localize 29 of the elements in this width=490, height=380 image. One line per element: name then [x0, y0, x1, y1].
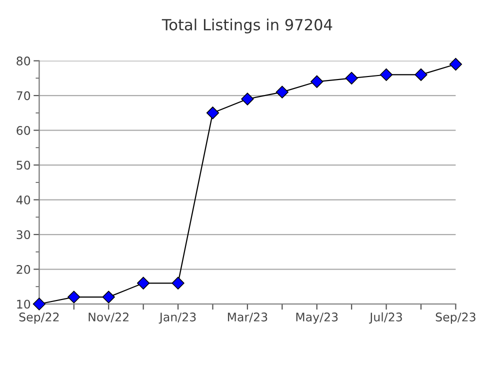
x-tick-label: Sep/22 — [19, 312, 59, 324]
x-tick-label: May/23 — [296, 312, 338, 324]
point — [172, 276, 184, 290]
x-tick-label: Mar/23 — [228, 312, 268, 322]
y-tick-label: 20 — [16, 264, 30, 274]
chart-title: Total Listings in 97204 — [162, 18, 332, 34]
point — [276, 86, 288, 98]
point — [414, 68, 428, 82]
point — [241, 92, 254, 106]
point — [102, 290, 115, 304]
y-tick-label: 80 — [16, 56, 30, 66]
x-tick-label: Sep/23 — [436, 312, 476, 324]
y-tick-label: 50 — [16, 160, 30, 170]
point — [137, 276, 150, 290]
point — [68, 290, 80, 304]
point — [345, 72, 358, 84]
y-tick-label: 40 — [16, 195, 30, 204]
point — [32, 298, 46, 310]
x-tick-label: Jan/23 — [158, 312, 196, 324]
y-tick-label: 60 — [16, 126, 30, 135]
point — [310, 75, 324, 88]
point — [449, 58, 462, 71]
point — [206, 106, 220, 120]
y-tick-label: 70 — [16, 91, 30, 100]
y-tick-label: 10 — [17, 300, 30, 309]
x-tick-label: Nov/22 — [88, 312, 128, 322]
y-tick-label: 30 — [16, 230, 30, 240]
point — [380, 68, 393, 82]
x-tick-label: Jul/23 — [369, 312, 402, 324]
